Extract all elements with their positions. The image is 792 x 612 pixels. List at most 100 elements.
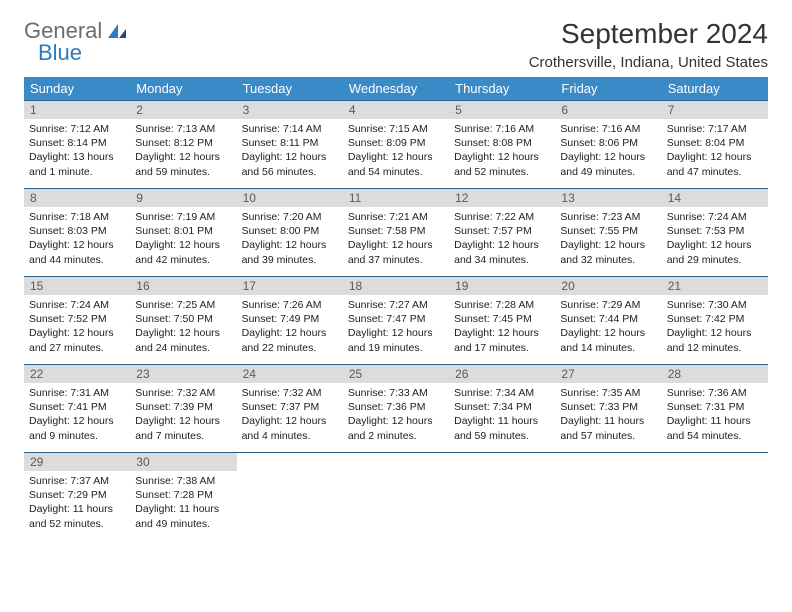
calendar-cell: 17Sunrise: 7:26 AMSunset: 7:49 PMDayligh… (237, 277, 343, 365)
sunrise-line: Sunrise: 7:35 AM (560, 386, 656, 400)
month-title: September 2024 (529, 18, 768, 50)
day-body: Sunrise: 7:29 AMSunset: 7:44 PMDaylight:… (555, 295, 661, 358)
daylight-line: Daylight: 12 hours and 4 minutes. (242, 414, 338, 442)
logo-sail-icon (106, 22, 128, 40)
day-number: 14 (662, 189, 768, 207)
sunset-line: Sunset: 8:01 PM (135, 224, 231, 238)
calendar-cell: 1Sunrise: 7:12 AMSunset: 8:14 PMDaylight… (24, 101, 130, 189)
day-number: 25 (343, 365, 449, 383)
sunset-line: Sunset: 7:39 PM (135, 400, 231, 414)
calendar-row: 8Sunrise: 7:18 AMSunset: 8:03 PMDaylight… (24, 189, 768, 277)
day-body: Sunrise: 7:36 AMSunset: 7:31 PMDaylight:… (662, 383, 768, 446)
sunset-line: Sunset: 7:55 PM (560, 224, 656, 238)
sunrise-line: Sunrise: 7:33 AM (348, 386, 444, 400)
calendar-cell: 6Sunrise: 7:16 AMSunset: 8:06 PMDaylight… (555, 101, 661, 189)
sunrise-line: Sunrise: 7:36 AM (667, 386, 763, 400)
weekday-friday: Friday (555, 77, 661, 101)
sunset-line: Sunset: 7:45 PM (454, 312, 550, 326)
calendar-cell: 5Sunrise: 7:16 AMSunset: 8:08 PMDaylight… (449, 101, 555, 189)
calendar-cell: 7Sunrise: 7:17 AMSunset: 8:04 PMDaylight… (662, 101, 768, 189)
sunrise-line: Sunrise: 7:32 AM (135, 386, 231, 400)
sunrise-line: Sunrise: 7:37 AM (29, 474, 125, 488)
sunrise-line: Sunrise: 7:34 AM (454, 386, 550, 400)
sunset-line: Sunset: 7:53 PM (667, 224, 763, 238)
sunrise-line: Sunrise: 7:22 AM (454, 210, 550, 224)
daylight-line: Daylight: 12 hours and 54 minutes. (348, 150, 444, 178)
day-body: Sunrise: 7:37 AMSunset: 7:29 PMDaylight:… (24, 471, 130, 534)
location-label: Crothersville, Indiana, United States (529, 54, 768, 71)
daylight-line: Daylight: 12 hours and 24 minutes. (135, 326, 231, 354)
weekday-header-row: Sunday Monday Tuesday Wednesday Thursday… (24, 77, 768, 101)
day-number: 8 (24, 189, 130, 207)
day-number: 26 (449, 365, 555, 383)
day-number: 16 (130, 277, 236, 295)
calendar-row: 22Sunrise: 7:31 AMSunset: 7:41 PMDayligh… (24, 365, 768, 453)
daylight-line: Daylight: 12 hours and 39 minutes. (242, 238, 338, 266)
day-number: 3 (237, 101, 343, 119)
daylight-line: Daylight: 12 hours and 12 minutes. (667, 326, 763, 354)
sunrise-line: Sunrise: 7:28 AM (454, 298, 550, 312)
day-number: 2 (130, 101, 236, 119)
day-number: 9 (130, 189, 236, 207)
daylight-line: Daylight: 12 hours and 22 minutes. (242, 326, 338, 354)
calendar-cell: 28Sunrise: 7:36 AMSunset: 7:31 PMDayligh… (662, 365, 768, 453)
calendar-cell (343, 453, 449, 541)
day-body: Sunrise: 7:28 AMSunset: 7:45 PMDaylight:… (449, 295, 555, 358)
day-number: 1 (24, 101, 130, 119)
sunset-line: Sunset: 8:06 PM (560, 136, 656, 150)
daylight-line: Daylight: 11 hours and 49 minutes. (135, 502, 231, 530)
calendar-row: 15Sunrise: 7:24 AMSunset: 7:52 PMDayligh… (24, 277, 768, 365)
sunrise-line: Sunrise: 7:14 AM (242, 122, 338, 136)
weekday-thursday: Thursday (449, 77, 555, 101)
day-body: Sunrise: 7:12 AMSunset: 8:14 PMDaylight:… (24, 119, 130, 182)
daylight-line: Daylight: 12 hours and 9 minutes. (29, 414, 125, 442)
weekday-sunday: Sunday (24, 77, 130, 101)
sunset-line: Sunset: 7:29 PM (29, 488, 125, 502)
day-body: Sunrise: 7:38 AMSunset: 7:28 PMDaylight:… (130, 471, 236, 534)
calendar-cell: 14Sunrise: 7:24 AMSunset: 7:53 PMDayligh… (662, 189, 768, 277)
calendar-cell (237, 453, 343, 541)
calendar-cell: 3Sunrise: 7:14 AMSunset: 8:11 PMDaylight… (237, 101, 343, 189)
sunset-line: Sunset: 7:37 PM (242, 400, 338, 414)
day-number: 27 (555, 365, 661, 383)
sunset-line: Sunset: 8:12 PM (135, 136, 231, 150)
sunset-line: Sunset: 7:42 PM (667, 312, 763, 326)
sunset-line: Sunset: 7:28 PM (135, 488, 231, 502)
day-body: Sunrise: 7:17 AMSunset: 8:04 PMDaylight:… (662, 119, 768, 182)
weekday-wednesday: Wednesday (343, 77, 449, 101)
calendar-cell: 26Sunrise: 7:34 AMSunset: 7:34 PMDayligh… (449, 365, 555, 453)
sunset-line: Sunset: 7:41 PM (29, 400, 125, 414)
calendar-table: Sunday Monday Tuesday Wednesday Thursday… (24, 77, 768, 541)
calendar-cell: 22Sunrise: 7:31 AMSunset: 7:41 PMDayligh… (24, 365, 130, 453)
day-number: 4 (343, 101, 449, 119)
day-body: Sunrise: 7:22 AMSunset: 7:57 PMDaylight:… (449, 207, 555, 270)
day-number: 28 (662, 365, 768, 383)
day-body: Sunrise: 7:31 AMSunset: 7:41 PMDaylight:… (24, 383, 130, 446)
sunrise-line: Sunrise: 7:18 AM (29, 210, 125, 224)
daylight-line: Daylight: 12 hours and 59 minutes. (135, 150, 231, 178)
day-body: Sunrise: 7:24 AMSunset: 7:53 PMDaylight:… (662, 207, 768, 270)
calendar-row: 29Sunrise: 7:37 AMSunset: 7:29 PMDayligh… (24, 453, 768, 541)
day-number: 22 (24, 365, 130, 383)
calendar-cell: 8Sunrise: 7:18 AMSunset: 8:03 PMDaylight… (24, 189, 130, 277)
day-body: Sunrise: 7:34 AMSunset: 7:34 PMDaylight:… (449, 383, 555, 446)
sunrise-line: Sunrise: 7:12 AM (29, 122, 125, 136)
daylight-line: Daylight: 12 hours and 52 minutes. (454, 150, 550, 178)
day-body: Sunrise: 7:19 AMSunset: 8:01 PMDaylight:… (130, 207, 236, 270)
day-number: 20 (555, 277, 661, 295)
daylight-line: Daylight: 12 hours and 56 minutes. (242, 150, 338, 178)
day-number: 5 (449, 101, 555, 119)
calendar-cell (662, 453, 768, 541)
daylight-line: Daylight: 13 hours and 1 minute. (29, 150, 125, 178)
daylight-line: Daylight: 12 hours and 34 minutes. (454, 238, 550, 266)
day-body: Sunrise: 7:20 AMSunset: 8:00 PMDaylight:… (237, 207, 343, 270)
calendar-cell: 23Sunrise: 7:32 AMSunset: 7:39 PMDayligh… (130, 365, 236, 453)
sunset-line: Sunset: 7:33 PM (560, 400, 656, 414)
calendar-cell: 13Sunrise: 7:23 AMSunset: 7:55 PMDayligh… (555, 189, 661, 277)
daylight-line: Daylight: 12 hours and 49 minutes. (560, 150, 656, 178)
day-body: Sunrise: 7:33 AMSunset: 7:36 PMDaylight:… (343, 383, 449, 446)
calendar-cell: 2Sunrise: 7:13 AMSunset: 8:12 PMDaylight… (130, 101, 236, 189)
calendar-cell: 12Sunrise: 7:22 AMSunset: 7:57 PMDayligh… (449, 189, 555, 277)
calendar-cell: 15Sunrise: 7:24 AMSunset: 7:52 PMDayligh… (24, 277, 130, 365)
calendar-row: 1Sunrise: 7:12 AMSunset: 8:14 PMDaylight… (24, 101, 768, 189)
